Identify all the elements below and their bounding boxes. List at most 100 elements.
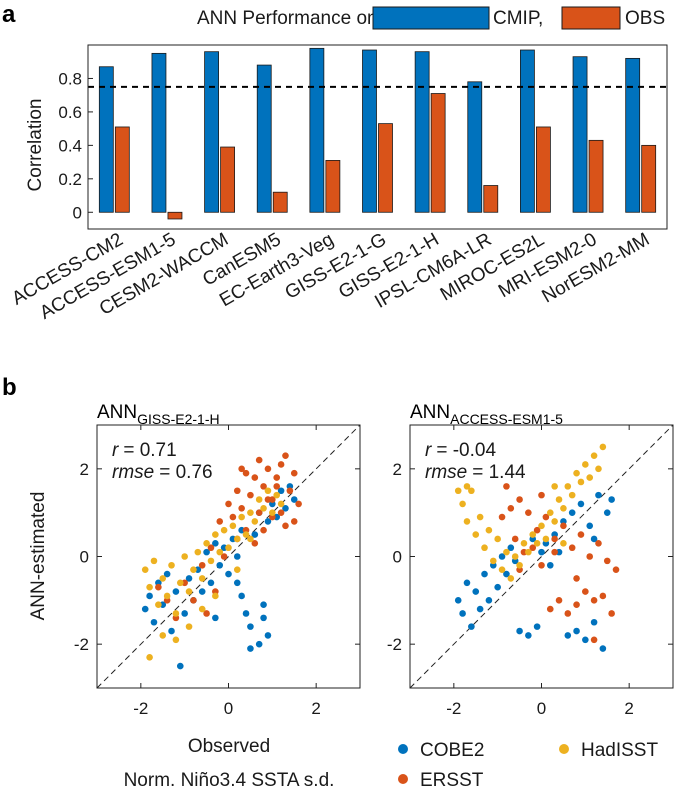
panel-letter-b: b (2, 374, 17, 401)
point-hadisst (194, 548, 202, 556)
point-hadisst (238, 513, 245, 521)
point-ersst (242, 469, 250, 477)
point-cobe2 (233, 579, 241, 587)
stat-rmse-left: rmse = 0.76 (112, 462, 213, 483)
point-cobe2 (546, 561, 554, 569)
point-hadisst (212, 592, 219, 600)
point-ersst (229, 513, 237, 521)
point-cobe2 (608, 496, 615, 503)
point-ersst (538, 491, 545, 499)
point-hadisst (459, 500, 466, 508)
bar-cmip-mri-esm2-0 (572, 56, 588, 213)
point-cobe2 (498, 553, 506, 560)
point-cobe2 (141, 605, 149, 613)
plot-frame-a (87, 44, 668, 230)
y-tick-label: 0 (80, 548, 89, 567)
bar-cmip-cesm2-waccm (204, 51, 219, 213)
point-cobe2 (260, 614, 267, 622)
point-ersst (573, 601, 580, 609)
point-ersst (277, 509, 285, 516)
point-hadisst (207, 557, 215, 565)
point-ersst (603, 557, 611, 565)
point-ersst (203, 610, 210, 617)
point-ersst (295, 500, 302, 508)
point-hadisst (172, 636, 180, 644)
x-tick-label: -2 (133, 699, 148, 718)
point-hadisst (146, 654, 153, 661)
point-cobe2 (577, 500, 585, 508)
bar-cmip-miroc-es2l (520, 49, 535, 213)
point-hadisst (503, 548, 510, 556)
point-cobe2 (212, 614, 219, 622)
point-hadisst (507, 575, 515, 582)
bar-obs-giss-e2-1-g (378, 123, 393, 213)
point-ersst (225, 500, 232, 508)
point-ersst (507, 504, 515, 512)
legend-swatch-obs (561, 6, 621, 30)
legend-b: COBE2 HadISST ERSST (398, 740, 658, 791)
point-cobe2 (568, 509, 576, 516)
legend-label-ersst: ERSST (420, 770, 484, 791)
point-cobe2 (264, 518, 272, 525)
point-hadisst (582, 461, 589, 468)
point-ersst (190, 597, 197, 604)
point-hadisst (273, 491, 281, 499)
stat-r-value-right: = -0.04 (436, 440, 496, 461)
x-tick-label: 2 (624, 699, 633, 718)
point-hadisst (159, 575, 167, 582)
point-ersst (595, 540, 602, 547)
point-ersst (608, 610, 615, 617)
point-hadisst (546, 509, 554, 516)
bars-a (98, 47, 657, 220)
point-ersst (273, 483, 281, 490)
point-hadisst (150, 557, 158, 565)
point-hadisst (277, 500, 285, 508)
scatter-right-title: ANNACCESS-ESM1-5 (410, 402, 563, 427)
y-tick-label: 0.8 (58, 69, 82, 88)
point-hadisst (229, 522, 237, 530)
point-cobe2 (603, 509, 611, 516)
point-hadisst (568, 491, 576, 499)
point-ersst (264, 465, 272, 473)
point-cobe2 (247, 623, 254, 630)
bar-cmip-access-esm1-5 (151, 52, 167, 213)
point-hadisst (516, 561, 523, 569)
point-ersst (273, 474, 281, 481)
point-cobe2 (282, 504, 289, 512)
y-tick-label: 0.6 (58, 103, 82, 122)
point-hadisst (498, 566, 506, 573)
point-cobe2 (595, 491, 602, 499)
point-ersst (498, 513, 506, 521)
stat-rmse-label-left: rmse (112, 462, 154, 483)
point-hadisst (551, 518, 558, 525)
point-cobe2 (599, 645, 607, 652)
point-hadisst (168, 561, 175, 569)
point-hadisst (269, 509, 276, 516)
x-tick-label: 2 (311, 699, 320, 718)
point-cobe2 (251, 531, 259, 538)
point-hadisst (529, 531, 537, 538)
point-ersst (555, 597, 563, 604)
point-hadisst (595, 465, 602, 473)
legend-marker-hadisst (559, 744, 569, 754)
stat-r-left: r = 0.71 (112, 440, 177, 461)
point-ersst (533, 526, 541, 534)
bar-obs-access-esm1-5 (167, 211, 183, 220)
point-ersst (538, 561, 545, 569)
point-cobe2 (590, 535, 598, 543)
point-ersst (260, 526, 267, 534)
bar-obs-miroc-es2l (536, 126, 551, 213)
point-cobe2 (203, 548, 210, 556)
chart-a-title: ANN Performance on (197, 8, 378, 29)
point-hadisst (220, 526, 228, 534)
point-cobe2 (564, 632, 572, 639)
point-cobe2 (485, 597, 493, 604)
scatter-left-title-main: ANN (97, 402, 137, 423)
point-ersst (255, 509, 263, 516)
point-ersst (560, 522, 567, 530)
point-cobe2 (264, 632, 272, 639)
point-ersst (251, 540, 259, 547)
point-cobe2 (212, 540, 219, 547)
point-cobe2 (181, 610, 188, 617)
